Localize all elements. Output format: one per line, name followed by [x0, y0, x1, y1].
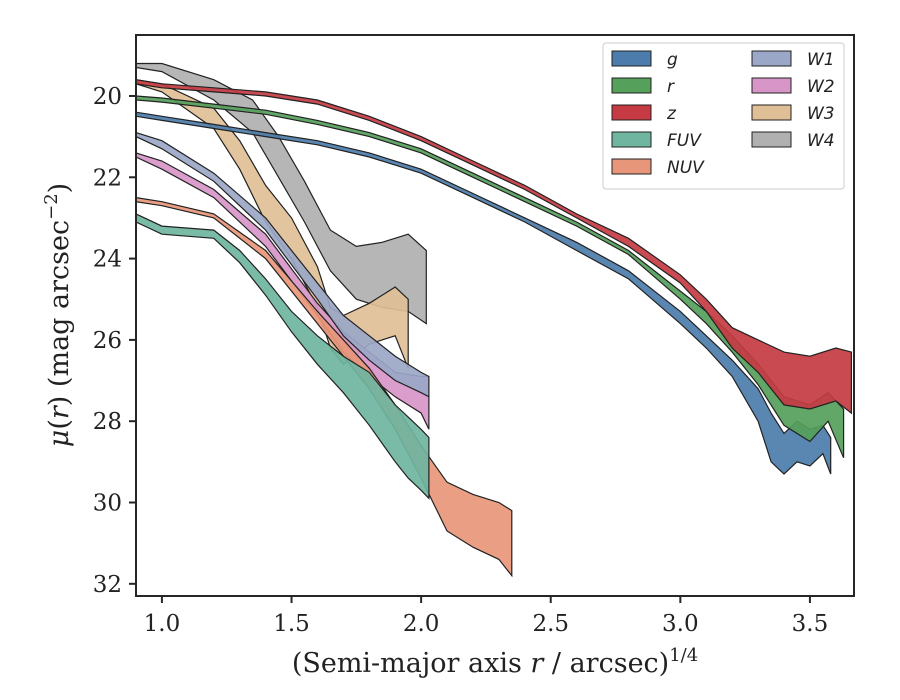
plot-area [135, 62, 852, 578]
y-title-part1: ( [44, 419, 75, 430]
y-tick-label: 20 [93, 84, 122, 110]
x-tick-label: 1.5 [273, 611, 310, 637]
legend-swatch-NUV [611, 158, 652, 175]
x-tick-label: 1.0 [144, 611, 181, 637]
y-title-part2: ) (mag arcsec [44, 220, 75, 406]
x-title-part2: / arcsec) [543, 648, 669, 679]
y-axis: 20 22 24 26 28 30 32 [93, 84, 136, 598]
legend-label-z: z [666, 104, 677, 124]
legend-swatch-W4 [751, 131, 792, 148]
legend-label-r: r [667, 77, 675, 97]
y-title-var: r [44, 404, 75, 419]
legend-label-NUV: NUV [667, 158, 705, 178]
band-z [135, 78, 852, 415]
band-W4 [135, 62, 427, 325]
band-r [135, 95, 845, 459]
legend-swatch-W1 [751, 50, 792, 67]
y-title-close: ) [44, 183, 75, 194]
legend-label-W1: W1 [807, 50, 835, 70]
y-title-exp: −2 [41, 193, 62, 220]
y-tick-label: 32 [93, 572, 122, 598]
y-tick-label: 26 [93, 328, 122, 354]
y-title-mu: μ [44, 430, 75, 448]
x-axis: 1.0 1.5 2.0 2.5 3.0 3.5 [144, 596, 829, 637]
legend-swatch-r [611, 77, 652, 94]
y-tick-label: 24 [93, 247, 122, 273]
plot-frame [135, 34, 855, 597]
legend-swatch-W2 [751, 77, 792, 94]
legend-label-W4: W4 [807, 131, 835, 151]
x-tick-label: 2.0 [403, 611, 440, 637]
y-tick-label: 28 [93, 409, 122, 435]
legend-swatch-W3 [751, 104, 792, 121]
x-title-part1: (Semi-major axis [292, 648, 531, 679]
x-tick-label: 3.0 [662, 611, 699, 637]
band-NUV [135, 196, 513, 578]
legend-label-W2: W2 [807, 77, 835, 97]
x-title-var: r [530, 648, 545, 679]
x-title-exp: 1/4 [669, 645, 698, 666]
legend-swatch-FUV [611, 131, 652, 148]
legend-label-FUV: FUV [667, 131, 702, 151]
legend-swatch-z [611, 104, 652, 121]
y-axis-title: μ(r) (mag arcsec−2) [41, 183, 75, 447]
x-tick-label: 3.5 [792, 611, 829, 637]
band-W1 [135, 131, 430, 398]
x-axis-title: (Semi-major axis r / arcsec)1/4 [292, 645, 698, 679]
y-tick-label: 30 [93, 491, 122, 517]
band-g [135, 111, 832, 475]
legend-swatch-g [611, 50, 652, 67]
legend-label-g: g [667, 50, 678, 70]
legend: grz FUV NUV W1 W2 W3 W4 [602, 42, 845, 190]
legend-label-W3: W3 [807, 104, 835, 124]
band-FUV [135, 212, 430, 500]
x-tick-label: 2.5 [532, 611, 569, 637]
y-tick-label: 22 [93, 165, 122, 191]
